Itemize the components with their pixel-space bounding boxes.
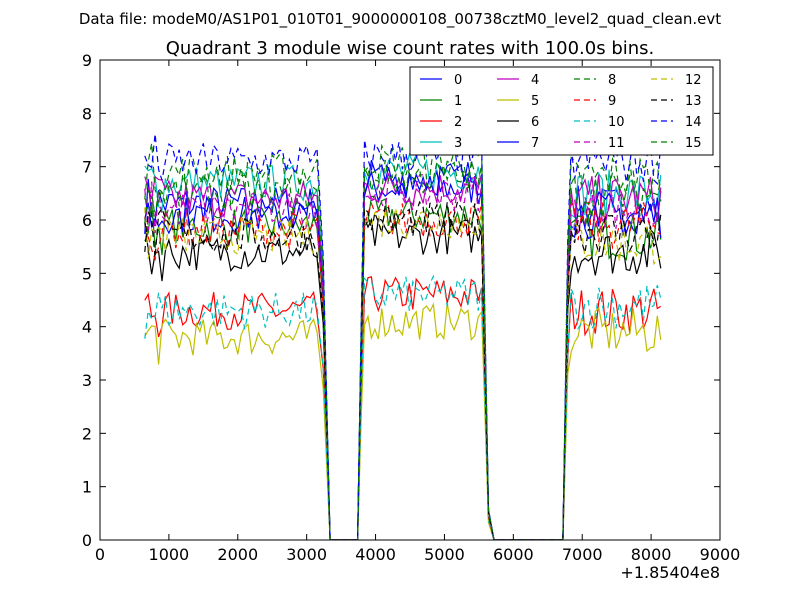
y-tick-label: 4 [82, 318, 92, 337]
series-line-4 [144, 172, 662, 540]
series-line-7 [144, 160, 662, 540]
y-tick-label: 1 [82, 478, 92, 497]
series-line-12 [144, 207, 662, 540]
y-tick-label: 6 [82, 211, 92, 230]
chart-title: Quadrant 3 module wise count rates with … [166, 38, 655, 59]
series-line-15 [144, 159, 662, 540]
series-line-9 [144, 200, 662, 540]
legend-box [409, 66, 714, 156]
y-tick-label: 2 [82, 424, 92, 443]
legend-label: 3 [454, 136, 462, 151]
legend-label: 14 [685, 115, 702, 130]
x-tick-label: 2000 [217, 545, 258, 564]
series-line-10 [144, 274, 662, 540]
y-tick-label: 8 [82, 104, 92, 123]
x-tick-label: 1000 [149, 545, 190, 564]
series-line-13 [144, 200, 662, 540]
x-tick-label: 7000 [562, 545, 603, 564]
series-line-8 [144, 143, 662, 540]
series-line-0 [144, 169, 662, 540]
legend-label: 1 [454, 94, 462, 109]
y-tick-label: 3 [82, 371, 92, 390]
legend-label: 6 [531, 115, 539, 130]
legend-label: 7 [531, 136, 539, 151]
x-tick-label: 9000 [700, 545, 741, 564]
axes-frame [99, 59, 721, 541]
x-axis-ticks: 0 1000 2000 3000 4000 5000 6000 7000 8000 9000 [95, 60, 740, 564]
y-tick-label: 0 [82, 531, 92, 550]
x-offset-label: +1.85404e8 [620, 563, 720, 582]
x-tick-label: 6000 [493, 545, 534, 564]
series-lines [144, 133, 662, 540]
x-tick-label: 0 [95, 545, 105, 564]
series-line-2 [144, 276, 662, 540]
legend-label: 13 [685, 94, 702, 109]
plot-area [99, 59, 721, 541]
y-tick-label: 7 [82, 158, 92, 177]
series-line-6 [144, 217, 662, 540]
legend-label: 11 [608, 136, 625, 151]
y-tick-label: 5 [82, 264, 92, 283]
x-tick-label: 4000 [355, 545, 396, 564]
y-tick-label: 9 [82, 51, 92, 70]
legend-label: 0 [454, 73, 462, 88]
series-line-11 [144, 173, 662, 540]
legend-label: 4 [531, 73, 539, 88]
legend-label: 12 [685, 73, 702, 88]
x-tick-label: 5000 [424, 545, 465, 564]
legend-label: 9 [608, 94, 616, 109]
legend-label: 2 [454, 115, 462, 130]
legend-label: 8 [608, 73, 616, 88]
series-line-5 [144, 302, 662, 540]
legend-label: 5 [531, 94, 539, 109]
suptitle: Data file: modeM0/AS1P01_010T01_90000001… [79, 10, 721, 29]
legend-label: 10 [608, 115, 625, 130]
legend-label: 15 [685, 136, 702, 151]
x-tick-label: 3000 [286, 545, 327, 564]
x-tick-label: 8000 [631, 545, 672, 564]
